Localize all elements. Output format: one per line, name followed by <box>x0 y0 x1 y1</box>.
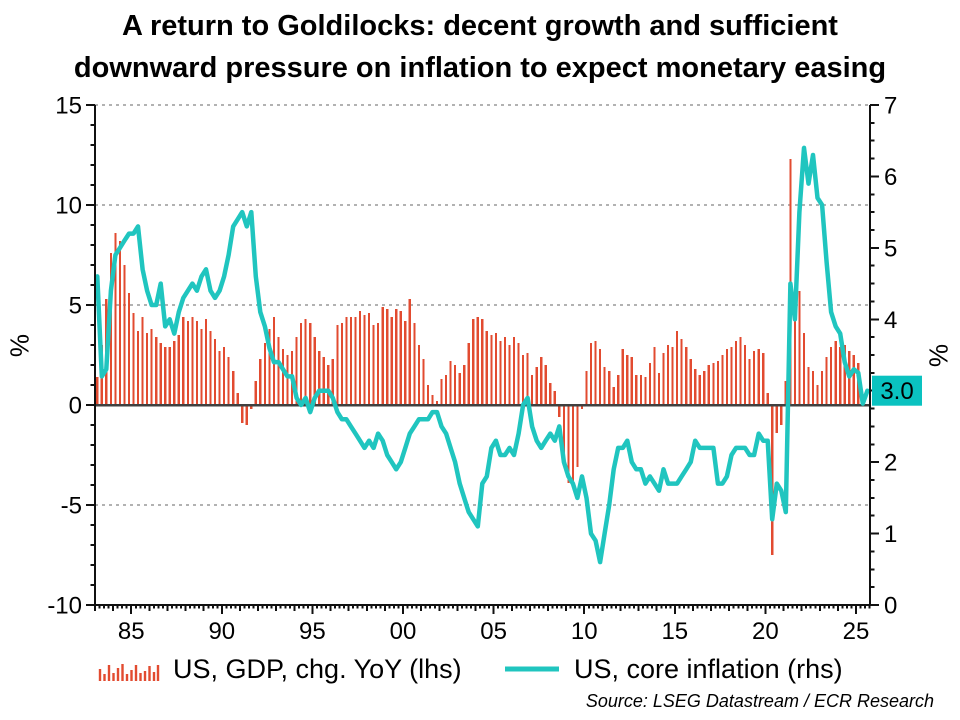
left-axis-tick-label: -5 <box>61 493 82 520</box>
x-axis-tick-label: 10 <box>571 618 598 645</box>
axes <box>86 104 879 614</box>
right-axis-tick-label: 7 <box>884 93 897 120</box>
gdp-bars-icon <box>98 664 160 681</box>
latest-value-marker-text: 3.0 <box>880 378 913 405</box>
left-axis-tick-label: 0 <box>69 393 82 420</box>
legend-item-gdp: US, GDP, chg. YoY (lhs) <box>98 649 462 689</box>
source-credit: Source: LSEG Datastream / ECR Research <box>585 691 934 711</box>
chart-title: A return to Goldilocks: decent growth an… <box>0 5 960 89</box>
inflation-line-icon <box>505 666 559 672</box>
gdp-bars-series <box>96 159 860 555</box>
right-axis-tick-label: 6 <box>884 164 897 191</box>
chart-title-line2: downward pressure on inflation to expect… <box>73 52 887 84</box>
chart-title-line1: A return to Goldilocks: decent growth an… <box>122 10 838 42</box>
left-axis-tick-label: 5 <box>69 293 82 320</box>
left-axis-tick-label: 10 <box>55 193 82 220</box>
x-axis-tick-label: 15 <box>661 618 688 645</box>
x-axis-tick-label: 95 <box>299 618 326 645</box>
right-axis-tick-label: 5 <box>884 235 897 262</box>
right-axis-tick-label: 2 <box>884 450 897 477</box>
legend-item-inflation: US, core inflation (rhs) <box>503 649 843 689</box>
left-axis-tick-label: 15 <box>55 93 82 120</box>
x-axis-tick-label: 05 <box>480 618 507 645</box>
left-axis-tick-label: -10 <box>47 593 82 620</box>
legend-label-gdp: US, GDP, chg. YoY (lhs) <box>173 653 462 684</box>
axis-tick-labels: 85 90 95 00 05 10 15 20 25 15 10 5 0 -5 -10 0 1 2 4 5 6 7 <box>47 93 897 646</box>
right-axis-tick-label: 1 <box>884 521 897 548</box>
x-axis-tick-label: 85 <box>118 618 145 645</box>
legend: US, GDP, chg. YoY (lhs) US, core inflati… <box>0 649 960 689</box>
legend-label-inflation: US, core inflation (rhs) <box>574 653 843 684</box>
right-axis-tick-label: 4 <box>884 307 897 334</box>
latest-value-marker: 3.0 <box>872 375 922 406</box>
x-axis-tick-label: 25 <box>843 618 870 645</box>
right-axis-tick-label: 0 <box>884 593 897 620</box>
left-axis-unit-label: % <box>4 333 35 358</box>
gridlines <box>95 104 870 506</box>
x-axis-tick-label: 00 <box>390 618 417 645</box>
core-inflation-line <box>95 145 870 565</box>
x-axis-tick-label: 90 <box>208 618 235 645</box>
right-axis-unit-label: % <box>923 343 954 368</box>
x-axis-tick-label: 20 <box>752 618 779 645</box>
